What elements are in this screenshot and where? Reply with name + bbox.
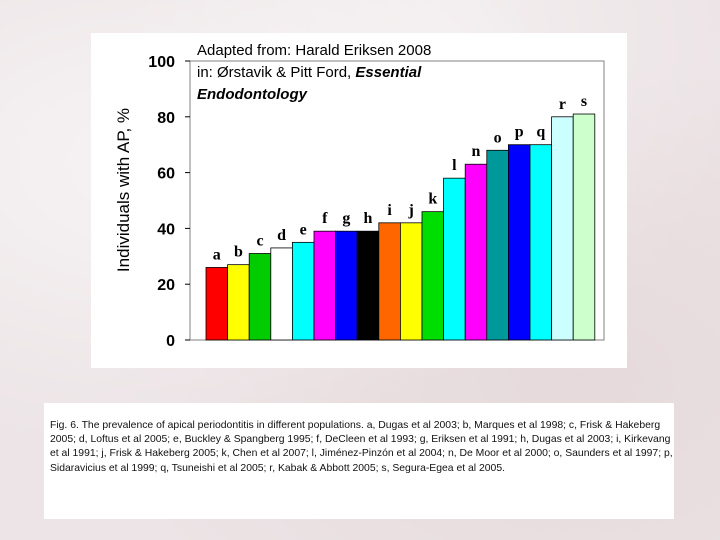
bar-d	[270, 247, 293, 341]
caption-panel	[44, 403, 674, 519]
bar-label-r: r	[559, 96, 566, 113]
figure-caption: Fig. 6. The prevalence of apical periodo…	[50, 420, 673, 474]
bar-label-g: g	[342, 210, 350, 227]
bar-a	[205, 267, 229, 341]
y-tick-label: 100	[148, 54, 175, 71]
bar-f	[313, 230, 337, 341]
y-tick-label: 60	[157, 166, 175, 183]
annotation-line-1: Adapted from: Harald Eriksen 2008	[197, 42, 431, 59]
annotation-line-2-prefix: in: Ørstavik & Pitt Ford,	[197, 64, 355, 81]
bar-label-l: l	[452, 157, 457, 174]
bar-i	[378, 222, 401, 341]
chart-bars	[205, 113, 596, 341]
bar-q	[529, 144, 553, 341]
bar-label-i: i	[387, 202, 392, 219]
annotation-line-2: in: Ørstavik & Pitt Ford, Essential	[197, 64, 422, 81]
bar-g	[335, 230, 358, 341]
y-tick-label: 40	[157, 221, 175, 238]
bar-label-c: c	[256, 233, 263, 250]
bar-s	[572, 113, 596, 341]
bar-label-n: n	[472, 143, 481, 160]
bar-label-f: f	[322, 210, 328, 227]
bar-label-s: s	[581, 93, 587, 110]
bar-k	[421, 211, 445, 341]
bar-label-k: k	[428, 191, 437, 208]
annotation-line-2-italic: Essential	[355, 64, 422, 81]
bar-c	[248, 253, 272, 341]
bar-h	[356, 230, 380, 341]
bar-o	[486, 149, 509, 341]
y-tick-label: 80	[157, 110, 175, 127]
bar-label-o: o	[494, 129, 502, 146]
y-tick-label: 0	[166, 333, 175, 350]
bar-label-j: j	[408, 202, 414, 219]
bar-label-e: e	[300, 221, 307, 238]
bar-label-h: h	[364, 210, 373, 227]
y-tick-label: 20	[157, 277, 175, 294]
bar-r	[551, 116, 574, 341]
bar-label-d: d	[277, 227, 286, 244]
source-annotation: Adapted from: Harald Eriksen 2008 in: Ør…	[197, 42, 431, 103]
bar-label-b: b	[234, 244, 243, 261]
bar-e	[291, 241, 315, 341]
bar-l	[443, 177, 466, 341]
bar-label-a: a	[213, 246, 221, 263]
bar-label-q: q	[536, 124, 545, 141]
bar-n	[464, 163, 488, 341]
bar-p	[507, 144, 531, 341]
bar-b	[227, 264, 250, 341]
bar-label-p: p	[515, 124, 524, 141]
y-axis-label: Individuals with AP, %	[114, 108, 133, 272]
annotation-line-3: Endodontology	[197, 86, 308, 103]
bar-j	[399, 222, 423, 341]
